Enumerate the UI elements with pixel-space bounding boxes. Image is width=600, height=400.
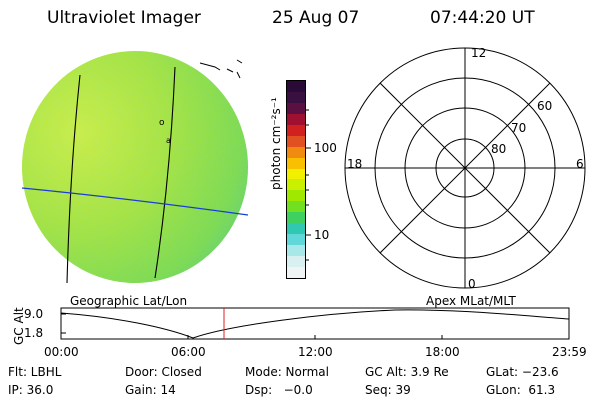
color-bar-swatch (287, 135, 305, 147)
time-tick-0600: 06:00 (171, 345, 206, 359)
time-tick-0000: 00:00 (44, 345, 79, 359)
lat-label-80: 80 (491, 142, 507, 156)
color-bar-swatch (287, 81, 305, 92)
color-bar-swatch (287, 157, 305, 169)
dsp-status: Dsp: −0.0 (245, 383, 313, 397)
color-bar-swatch (287, 102, 305, 114)
geo-coords-title: Geographic Lat/Lon (70, 294, 188, 308)
time-label: 07:44:20 UT (430, 8, 535, 28)
ip-status: IP: 36.0 (8, 383, 54, 397)
color-bar (286, 80, 306, 279)
seq-status: Seq: 39 (365, 383, 411, 397)
color-bar-swatch (287, 212, 305, 224)
color-bar-swatch (287, 201, 305, 213)
filter-status: Flt: LBHL (8, 365, 62, 379)
mode-status: Mode: Normal (245, 365, 329, 379)
date-label: 25 Aug 07 (272, 8, 360, 28)
color-bar-swatch (287, 113, 305, 125)
color-bar-tick-100: 100 (314, 141, 337, 155)
color-bar-swatch (287, 124, 305, 136)
color-bar-swatch (287, 91, 305, 103)
mlt-label-6: 6 (576, 157, 584, 171)
color-bar-swatch (287, 146, 305, 158)
uv-earth-image: o a (21, 51, 249, 284)
glat-status: GLat: −23.6 (486, 365, 559, 379)
color-bar-swatch (287, 256, 305, 267)
color-bar-swatch (287, 234, 305, 246)
color-bar-ticks (306, 109, 311, 261)
gain-status: Gain: 14 (125, 383, 176, 397)
mlt-label-18: 18 (347, 157, 363, 171)
gc-alt-status: GC Alt: 3.9 Re (365, 365, 449, 379)
svg-text:a: a (166, 136, 171, 145)
color-bar-swatch (287, 245, 305, 256)
altitude-timeline (60, 307, 570, 340)
apex-coords-title: Apex MLat/MLT (426, 294, 516, 308)
glon-status: GLon: 61.3 (486, 383, 556, 397)
door-status: Door: Closed (125, 365, 202, 379)
gc-alt-tick-low: 1.8 (24, 326, 44, 340)
color-bar-swatch (287, 266, 305, 278)
lat-label-70: 70 (511, 121, 527, 135)
gc-alt-tick-high: 9.0 (24, 307, 44, 321)
time-tick-2359: 23:59 (552, 345, 587, 359)
color-bar-unit-label: photon cm⁻²s⁻¹ (269, 97, 283, 190)
lat-label-60: 60 (537, 99, 553, 113)
svg-text:o: o (159, 118, 165, 128)
mlt-label-12: 12 (471, 46, 487, 60)
color-bar-swatch (287, 223, 305, 235)
color-bar-swatch (287, 168, 305, 180)
color-bar-swatch (287, 179, 305, 191)
color-bar-tick-10: 10 (314, 228, 330, 242)
instrument-title: Ultraviolet Imager (47, 8, 201, 28)
mlt-label-0: 0 (468, 277, 476, 291)
color-bar-swatch (287, 190, 305, 202)
time-tick-1200: 12:00 (298, 345, 333, 359)
polar-grid (344, 47, 586, 289)
time-tick-1800: 18:00 (425, 345, 460, 359)
